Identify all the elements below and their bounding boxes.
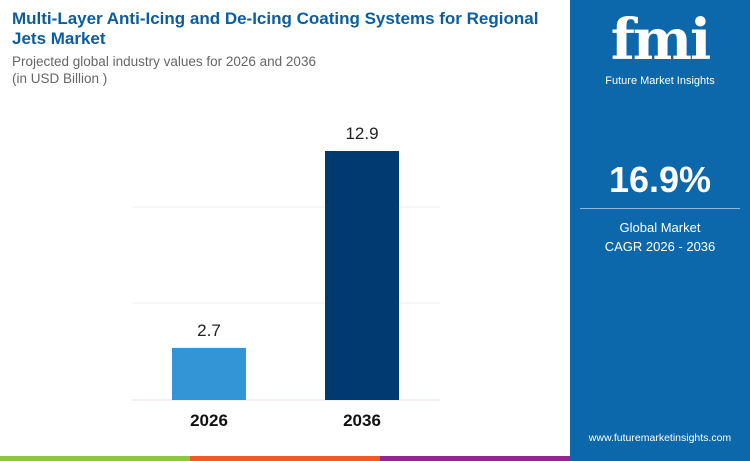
logo-mark: fmi (610, 7, 712, 73)
stripe-green (0, 456, 190, 461)
bar-2036 (325, 151, 399, 400)
side-panel: fmi Future Market Insights 16.9% Global … (570, 0, 750, 461)
website-url: www.futuremarketinsights.com (588, 432, 732, 444)
cagr-label-line-2: CAGR 2026 - 2036 (604, 239, 716, 254)
cagr-label: Global Market CAGR 2026 - 2036 (570, 218, 750, 256)
chart-header: Multi-Layer Anti-Icing and De-Icing Coat… (12, 9, 562, 87)
fmi-logo: fmi Future Market Insights (570, 8, 750, 88)
chart-title: Multi-Layer Anti-Icing and De-Icing Coat… (12, 9, 539, 48)
chart-subtitle: Projected global industry values for 202… (12, 53, 562, 87)
data-label-2026: 2.7 (197, 321, 221, 340)
cagr-label-line-1: Global Market (619, 220, 701, 235)
x-tick-label-2026: 2026 (190, 411, 228, 430)
logo-text: Future Market Insights (605, 75, 715, 87)
x-tick-label-2036: 2036 (343, 411, 381, 430)
stripe-orange (190, 456, 380, 461)
bar-chart: 2.7 2026 12.9 2036 (132, 124, 440, 430)
stripe-purple (380, 456, 570, 461)
subtitle-line-1: Projected global industry values for 202… (12, 54, 316, 69)
bar-2026 (172, 347, 246, 400)
subtitle-line-2: (in USD Billion ) (12, 71, 108, 86)
cagr-value: 16.9% (608, 159, 712, 200)
divider (580, 208, 740, 209)
data-label-2036: 12.9 (345, 124, 378, 143)
